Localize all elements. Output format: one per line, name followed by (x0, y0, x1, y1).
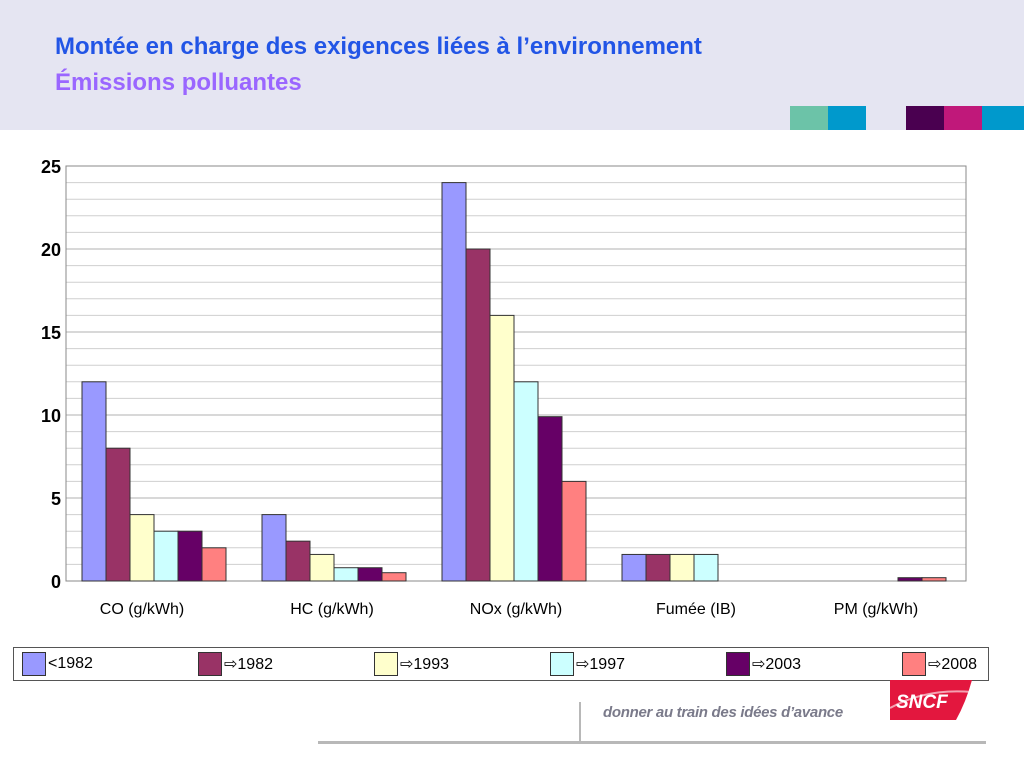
bar (897, 577, 923, 582)
page-subtitle: Émissions polluantes (55, 69, 302, 96)
x-axis-ticks: CO (g/kWh) HC (g/kWh) NOx (g/kWh) Fumée (IB… (100, 601, 918, 618)
x-tick-label: PM (g/kWh) (834, 601, 918, 618)
bar (357, 567, 383, 582)
bar (381, 572, 407, 582)
bar (261, 514, 287, 582)
legend-swatch (374, 652, 398, 676)
legend-swatch (198, 652, 222, 676)
legend-item: ⇨1993 (374, 651, 449, 677)
legend-swatch (902, 652, 926, 676)
bar (645, 553, 671, 582)
bar (333, 567, 359, 582)
color-stripe-3 (906, 106, 944, 130)
bar (441, 182, 467, 582)
x-tick-label: CO (g/kWh) (100, 601, 184, 618)
legend-swatch (22, 652, 46, 676)
x-tick-label: NOx (g/kWh) (470, 601, 562, 618)
bar (693, 553, 719, 582)
y-tick-label: 0 (51, 572, 61, 592)
bar (285, 540, 311, 582)
chart-legend: <1982 ⇨1982 ⇨1993 ⇨1997 ⇨2003 ⇨2008 (13, 647, 989, 681)
color-stripe-5 (982, 106, 1024, 130)
color-stripe-1 (790, 106, 828, 130)
y-tick-label: 25 (41, 157, 61, 177)
y-tick-label: 15 (41, 323, 61, 343)
bar (105, 447, 131, 582)
bar (81, 381, 107, 582)
legend-item: ⇨1997 (550, 651, 625, 677)
bar (669, 553, 695, 582)
legend-item: ⇨2003 (726, 651, 801, 677)
legend-item: ⇨2008 (902, 651, 977, 677)
y-tick-label: 5 (51, 489, 61, 509)
sncf-logo-text: SNCF (896, 692, 949, 713)
footer-line (318, 741, 986, 744)
legend-swatch (550, 652, 574, 676)
bar (537, 416, 563, 582)
legend-label: ⇨1982 (224, 656, 273, 673)
x-tick-label: HC (g/kWh) (290, 601, 374, 618)
bar (921, 577, 947, 582)
bar (513, 381, 539, 582)
bar (309, 553, 335, 582)
legend-label: ⇨1997 (576, 656, 625, 673)
footer-divider (579, 702, 581, 742)
bar (489, 314, 515, 582)
legend-label: ⇨2003 (752, 656, 801, 673)
bar (621, 553, 647, 582)
legend-label: <1982 (48, 655, 93, 672)
sncf-logo: SNCF (889, 680, 973, 720)
bar (153, 530, 179, 582)
chart-bars (81, 182, 947, 582)
legend-swatch (726, 652, 750, 676)
color-stripe-2 (828, 106, 866, 130)
tagline: donner au train des idées d’avance (603, 704, 843, 721)
bar (129, 514, 155, 582)
color-stripe-4 (944, 106, 982, 130)
page-title: Montée en charge des exigences liées à l… (55, 33, 702, 60)
bar (465, 248, 491, 582)
legend-item: <1982 (22, 651, 93, 677)
legend-label: ⇨2008 (928, 656, 977, 673)
bar (561, 480, 587, 582)
bar-chart: 0 5 10 15 20 25 CO (g/kWh) HC (g/kWh) NOx (g/kW… (41, 157, 967, 618)
x-tick-label: Fumée (IB) (656, 601, 736, 618)
y-axis-ticks: 0 5 10 15 20 25 (41, 157, 61, 592)
legend-label: ⇨1993 (400, 656, 449, 673)
legend-item: ⇨1982 (198, 651, 273, 677)
bar (177, 530, 203, 582)
y-tick-label: 20 (41, 240, 61, 260)
y-tick-label: 10 (41, 406, 61, 426)
bar (201, 547, 227, 582)
